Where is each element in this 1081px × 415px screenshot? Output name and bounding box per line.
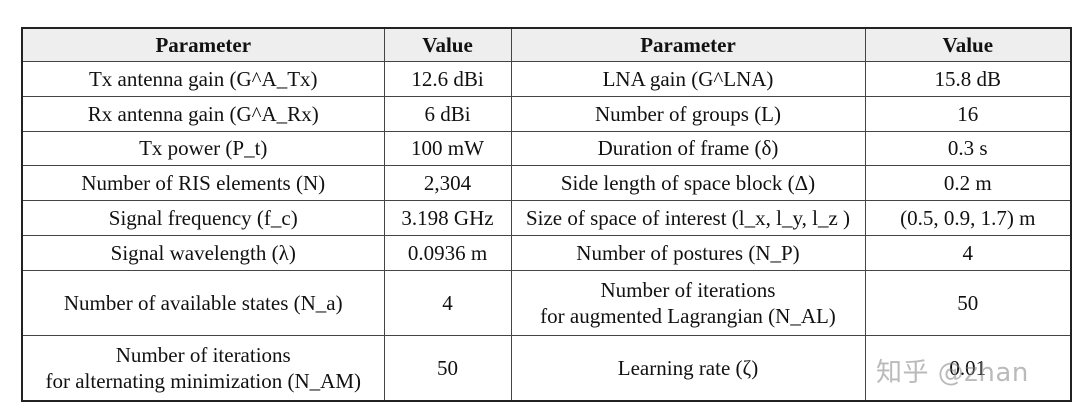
table-row: Signal wavelength (λ) 0.0936 m Number of… xyxy=(21,234,1072,271)
table-row: Rx antenna gain (G^A_Rx) 6 dBi Number of… xyxy=(21,95,1072,132)
value-cell: 2,304 xyxy=(383,165,512,202)
value-cell: 100 mW xyxy=(383,130,512,167)
parameter-line: for augmented Lagrangian (N_AL) xyxy=(540,303,836,328)
value-cell: 0.2 m xyxy=(864,165,1072,202)
table-row: Tx antenna gain (G^A_Tx) 12.6 dBi LNA ga… xyxy=(21,61,1072,97)
header-parameter-1: Parameter xyxy=(21,27,385,62)
header-parameter-2: Parameter xyxy=(510,27,866,62)
parameter-cell: Number of postures (N_P) xyxy=(510,234,866,271)
value-cell: 50 xyxy=(864,269,1072,337)
value-cell: 0.3 s xyxy=(864,130,1072,167)
parameter-cell: Number of iterations for alternating min… xyxy=(21,335,385,402)
parameter-cell: Number of available states (N_a) xyxy=(21,269,385,337)
value-cell: 0.01 xyxy=(864,335,1072,402)
watermark-text: 知乎 @zhan xyxy=(876,358,1029,388)
parameter-cell: Signal wavelength (λ) xyxy=(21,234,385,271)
parameter-cell: Side length of space block (Δ) xyxy=(510,165,866,202)
parameter-cell: Tx power (P_t) xyxy=(21,130,385,167)
parameter-cell: Number of groups (L) xyxy=(510,95,866,132)
value-cell: 0.0936 m xyxy=(383,234,512,271)
parameter-line: Number of iterations xyxy=(115,342,291,367)
parameter-cell: Learning rate (ζ) xyxy=(510,335,866,402)
header-value-2: Value xyxy=(864,27,1072,62)
parameter-cell: Rx antenna gain (G^A_Rx) xyxy=(21,95,385,132)
value-cell: 12.6 dBi xyxy=(383,61,512,97)
value-cell: 4 xyxy=(383,269,512,337)
table-row: Number of iterations for alternating min… xyxy=(21,335,1072,402)
header-row: Parameter Value Parameter Value xyxy=(21,27,1072,62)
table-row: Signal frequency (f_c) 3.198 GHz Size of… xyxy=(21,200,1072,236)
table-row: Number of available states (N_a) 4 Numbe… xyxy=(21,269,1072,337)
value-cell: (0.5, 0.9, 1.7) m xyxy=(864,200,1072,236)
value-cell: 6 dBi xyxy=(383,95,512,132)
parameter-cell: Number of iterations for augmented Lagra… xyxy=(510,269,866,337)
parameter-cell: Tx antenna gain (G^A_Tx) xyxy=(21,61,385,97)
value-cell: 15.8 dB xyxy=(864,61,1072,97)
parameter-cell: LNA gain (G^LNA) xyxy=(510,61,866,97)
value-cell: 4 xyxy=(864,234,1072,271)
table-row: Number of RIS elements (N) 2,304 Side le… xyxy=(21,165,1072,202)
parameter-cell: Signal frequency (f_c) xyxy=(21,200,385,236)
value-cell: 3.198 GHz xyxy=(383,200,512,236)
header-value-1: Value xyxy=(383,27,512,62)
parameter-line: for alternating minimization (N_AM) xyxy=(45,369,361,394)
parameter-cell: Size of space of interest (l_x, l_y, l_z… xyxy=(510,200,866,236)
table-row: Tx power (P_t) 100 mW Duration of frame … xyxy=(21,130,1072,167)
parameter-cell: Number of RIS elements (N) xyxy=(21,165,385,202)
value-cell: 16 xyxy=(864,95,1072,132)
value-cell: 50 xyxy=(383,335,512,402)
parameter-cell: Duration of frame (δ) xyxy=(510,130,866,167)
parameter-line: Number of iterations xyxy=(600,277,776,302)
parameters-table: Parameter Value Parameter Value Tx anten… xyxy=(21,27,1072,402)
